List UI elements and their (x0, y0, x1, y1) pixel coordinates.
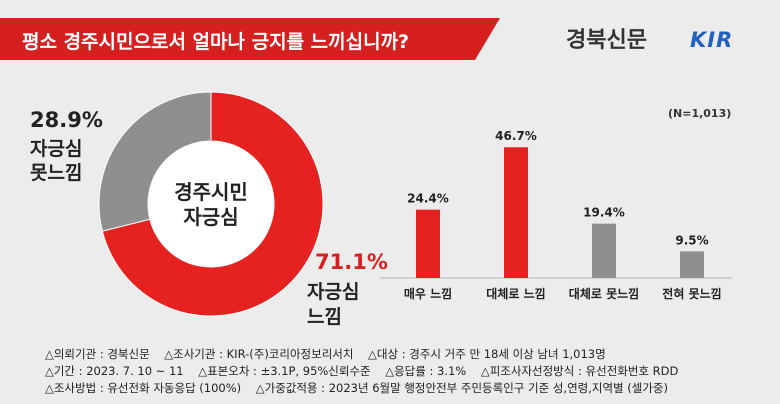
page-title: 평소 경주시민으로서 얼마나 긍지를 느끼십니까? (22, 31, 410, 53)
note-line: △조사방법 : 유선전화 자동응답 (100%) △가중값적용 : 2023년 … (45, 381, 668, 395)
bar (504, 147, 528, 278)
slice-label-proud: 자긍심 느낌 (307, 281, 360, 328)
bar (680, 251, 704, 278)
bar-category-label: 대체로 느낌 (486, 286, 545, 301)
bar-value-label: 19.4% (583, 206, 625, 220)
note-line: △기간 : 2023. 7. 10 ~ 11 △표본오차 : ±3.1P, 95… (45, 364, 679, 378)
bar-chart: 24.4% 매우 느낌 46.7% 대체로 느낌 19.4% 대체로 못느낌 9.5% 전혀 … (380, 129, 732, 301)
bar (592, 223, 616, 278)
slice-not-proud (98, 91, 212, 232)
survey-notes: △의뢰기관 : 경북신문 △조사기관 : KIR-(주)코리아정보리서치 △대상… (45, 346, 678, 397)
title-banner: 평소 경주시민으로서 얼마나 긍지를 느끼십니까? (0, 18, 500, 60)
sample-size: (N=1,013) (668, 107, 732, 120)
bar-value-label: 46.7% (495, 129, 537, 143)
bar (416, 209, 440, 278)
slice-label-not-proud-pct: 28.9% (30, 108, 103, 132)
kir-logo: KIR (690, 28, 734, 52)
donut-center-label: 경주시민 자긍심 (174, 180, 248, 229)
bar-category-label: 전혀 못느낌 (662, 286, 721, 301)
publisher-logo: 경북신문 (566, 28, 647, 53)
slice-label-not-proud: 자긍심 못느낌 (30, 138, 83, 184)
donut-hole (148, 141, 274, 267)
slice-label-proud-pct: 71.1% (315, 250, 388, 274)
bar-category-label: 대체로 못느낌 (569, 286, 639, 301)
bar-category-label: 매우 느낌 (404, 286, 452, 301)
note-line: △의뢰기관 : 경북신문 △조사기관 : KIR-(주)코리아정보리서치 △대상… (45, 347, 606, 361)
bar-value-label: 9.5% (675, 233, 708, 247)
bar-value-label: 24.4% (407, 192, 449, 206)
